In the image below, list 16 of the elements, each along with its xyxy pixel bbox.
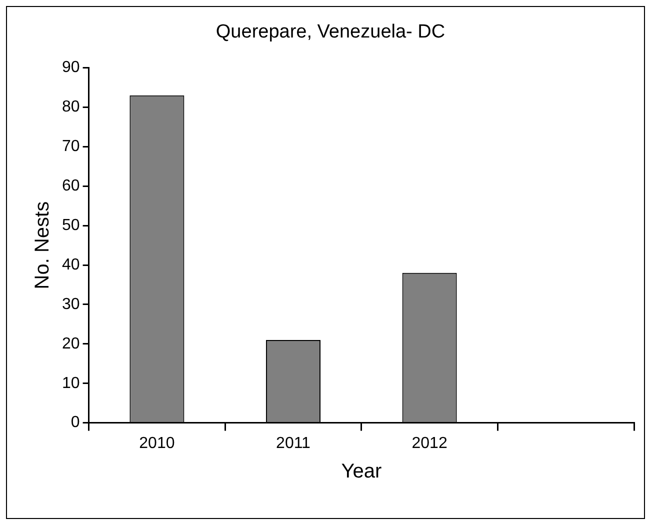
y-tick-label: 20 xyxy=(62,335,80,352)
y-tick-label: 90 xyxy=(62,59,80,76)
x-tick-label: 2012 xyxy=(412,434,448,452)
x-tick-label: 2011 xyxy=(276,434,311,452)
y-axis-title: No. Nests xyxy=(32,201,54,290)
y-tick-label: 40 xyxy=(62,256,80,274)
y-tick-label: 60 xyxy=(62,178,80,195)
y-tick-label: 30 xyxy=(62,296,80,313)
x-axis-title: Year xyxy=(341,460,382,483)
y-tick-label: 70 xyxy=(62,138,80,156)
y-tick-label: 0 xyxy=(70,414,80,432)
y-tick-label: 10 xyxy=(62,374,80,392)
x-tick-label: 2010 xyxy=(139,434,175,452)
y-tick-label: 50 xyxy=(62,216,80,234)
chart-title: Querepare, Venezuela- DC xyxy=(216,22,446,43)
y-tick-label: 80 xyxy=(62,98,80,116)
